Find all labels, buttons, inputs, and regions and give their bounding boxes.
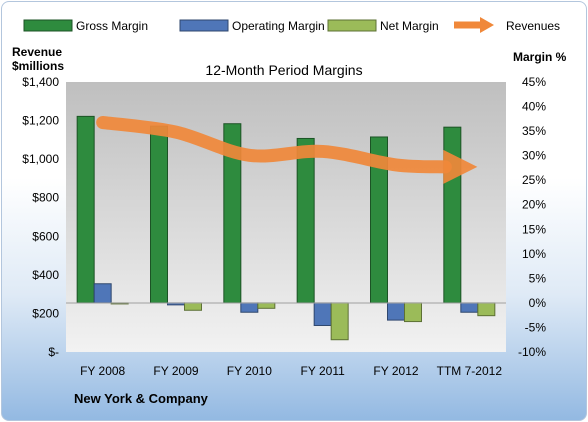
right-axis: -10% -5% 0% 5% 10% 15% 20% 25% 30% 35% 40% 45% [518, 75, 546, 359]
category-label-1: FY 2009 [153, 364, 198, 378]
left-tick-label-0: $- [48, 345, 59, 359]
left-tick-label-1: $200 [32, 306, 59, 320]
bar-net-margin-1 [184, 302, 202, 311]
bar-operating-margin-2 [240, 302, 259, 313]
bar-net-margin-3 [330, 302, 349, 341]
revenue-line-arrowhead [443, 149, 478, 184]
legend-label-gross-margin: Gross Margin [76, 19, 148, 33]
bar-gross-margin-0 [76, 115, 95, 304]
chart-title: 12-Month Period Margins [205, 62, 362, 78]
bar-operating-margin-3 [313, 302, 332, 326]
left-axis: $- $200 $400 $600 $800 $1,000 $1,200 $1,400 [22, 75, 59, 359]
revenue-line-layer [96, 116, 478, 184]
company-name: New York & Company [74, 391, 209, 406]
bar-net-margin-5 [477, 302, 496, 317]
right-tick-label-4: 10% [522, 247, 546, 261]
right-tick-label-3: 5% [529, 271, 547, 285]
right-axis-label: Margin % [513, 50, 567, 64]
legend-swatch-gross-margin [23, 19, 73, 32]
left-tick-label-2: $400 [32, 268, 59, 282]
category-label-0: FY 2008 [80, 364, 125, 378]
bar-net-margin-2 [257, 302, 276, 309]
legend-label-net-margin: Net Margin [380, 19, 439, 33]
legend-swatch-arrow-revenues [480, 17, 494, 33]
legend-label-operating-margin: Operating Margin [232, 19, 325, 33]
revenue-line [96, 116, 452, 174]
right-tick-label-7: 25% [522, 173, 546, 187]
right-tick-label-10: 40% [522, 100, 546, 114]
category-label-3: FY 2011 [301, 364, 346, 378]
right-tick-label-11: 45% [522, 75, 546, 89]
right-tick-label-8: 30% [522, 149, 546, 163]
left-tick-label-4: $800 [32, 191, 59, 205]
right-tick-label-2: 0% [529, 296, 547, 310]
bar-operating-margin-5 [460, 302, 479, 313]
left-tick-label-6: $1,200 [22, 114, 59, 128]
legend-swatch-operating-margin [179, 19, 229, 32]
left-tick-label-5: $1,000 [22, 152, 59, 166]
left-tick-label-3: $600 [32, 229, 59, 243]
category-label-2: FY 2010 [227, 364, 272, 378]
legend-swatch-net-margin [327, 19, 377, 32]
bars-layer [76, 115, 496, 341]
right-tick-label-6: 20% [522, 198, 546, 212]
bar-operating-margin-0 [93, 283, 112, 304]
bar-gross-margin-1 [150, 125, 168, 304]
right-tick-label-0: -10% [518, 345, 546, 359]
bar-gross-margin-3 [296, 137, 315, 304]
left-axis-label-line2: $millions [12, 59, 64, 73]
right-tick-label-1: -5% [525, 320, 547, 334]
x-axis: FY 2008 FY 2009 FY 2010 FY 2011 FY 2012 TTM 7… [80, 364, 502, 378]
left-axis-label-line1: Revenue [12, 45, 62, 59]
bar-operating-margin-4 [387, 302, 405, 321]
right-tick-label-9: 35% [522, 124, 546, 138]
legend-label-revenues: Revenues [506, 19, 560, 33]
bar-net-margin-4 [404, 302, 422, 323]
category-label-4: FY 2012 [373, 364, 418, 378]
left-tick-label-7: $1,400 [22, 75, 59, 89]
legend: Gross Margin Operating Margin Net Margin Re… [23, 17, 560, 33]
right-tick-label-5: 15% [522, 222, 546, 236]
category-label-5: TTM 7-2012 [437, 364, 503, 378]
